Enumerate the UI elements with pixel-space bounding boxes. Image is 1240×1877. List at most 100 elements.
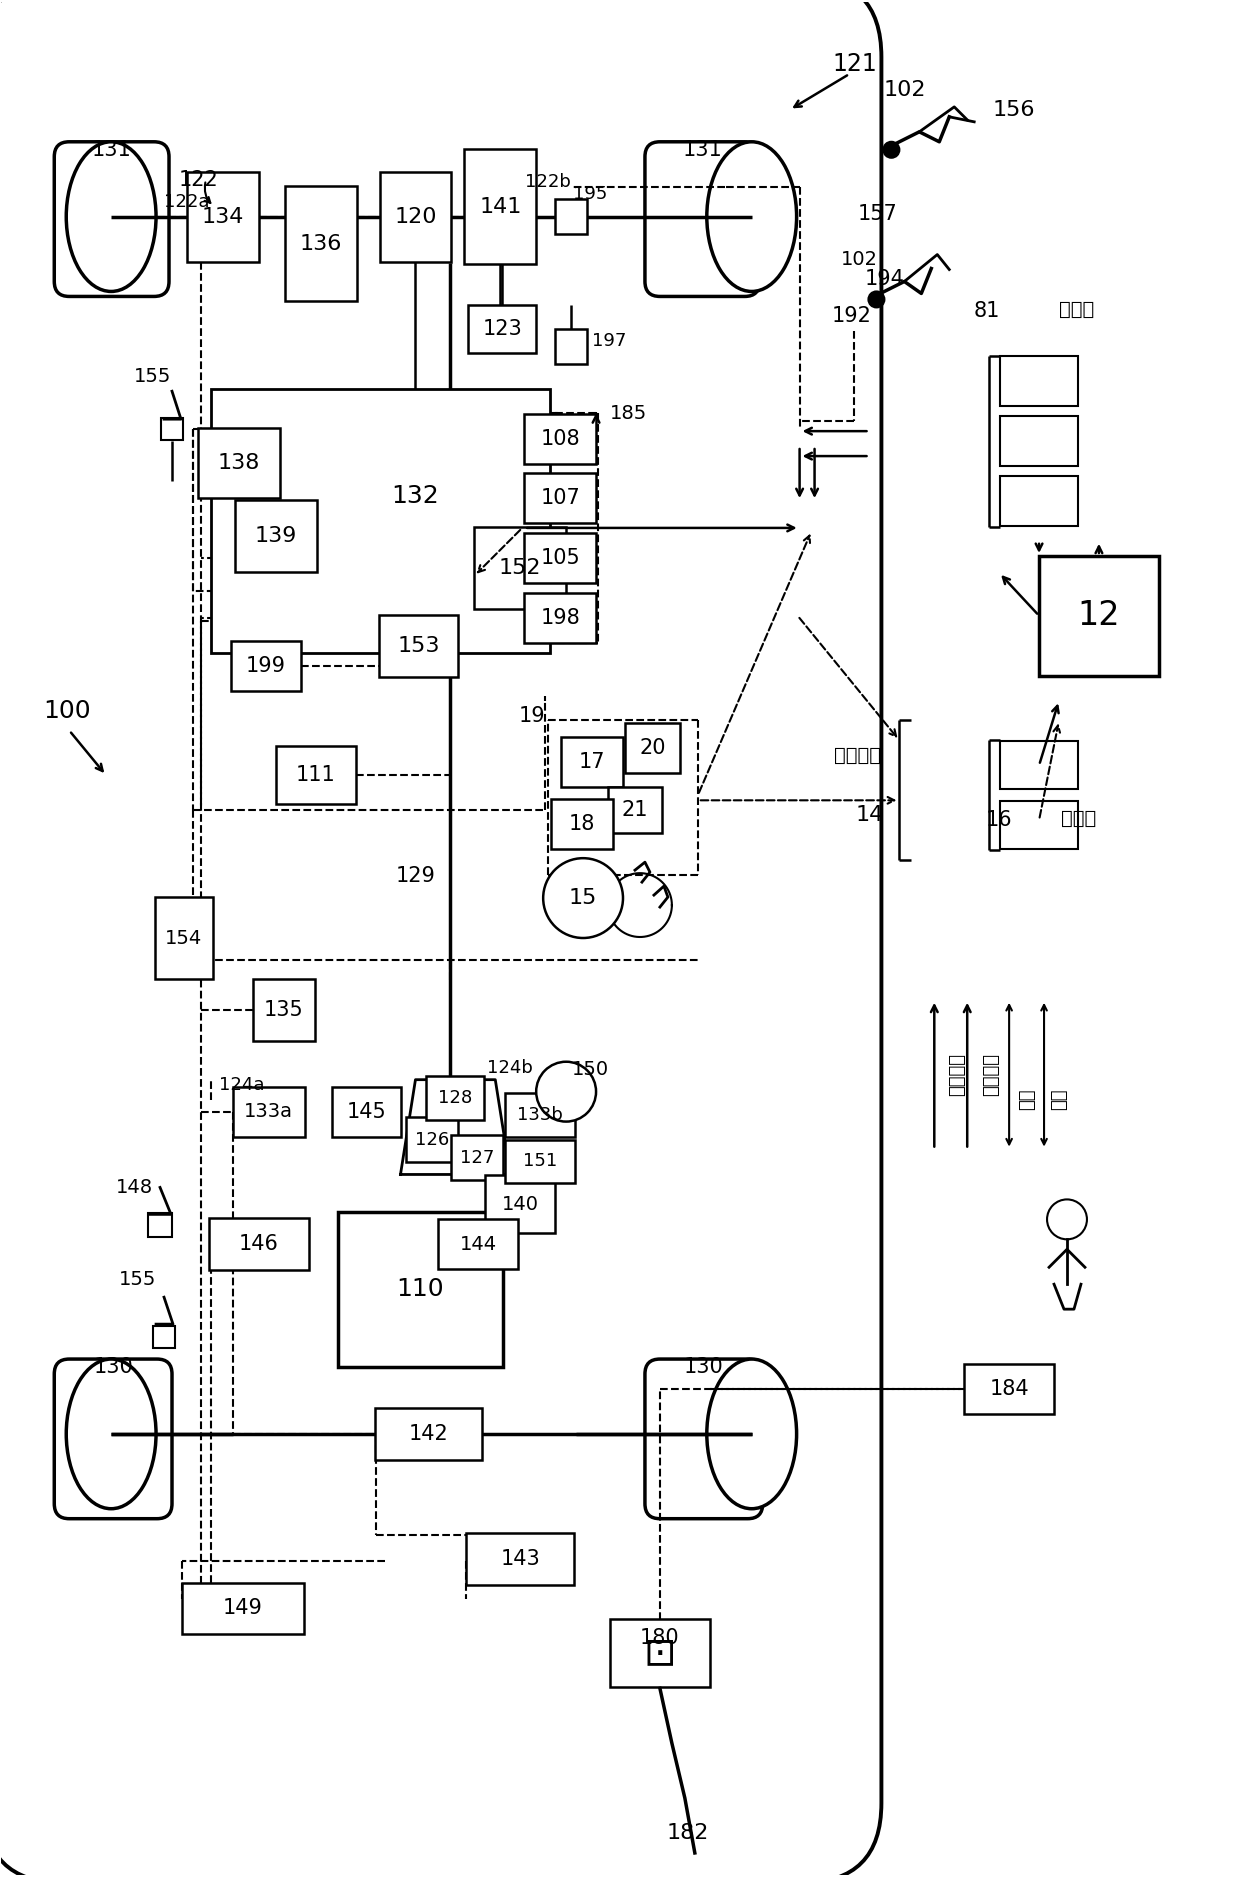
Text: 197: 197 (591, 332, 626, 351)
Text: 150: 150 (572, 1061, 609, 1079)
Text: 15: 15 (569, 888, 598, 908)
Bar (610, 1620, 709, 1687)
Bar (155, 897, 213, 980)
Text: 横向加速: 横向加速 (982, 1053, 1001, 1096)
Text: 141: 141 (479, 197, 522, 216)
Bar (1001, 801, 1078, 848)
Bar (339, 1213, 502, 1366)
Circle shape (543, 858, 622, 938)
Bar (187, 171, 259, 261)
Text: 130: 130 (93, 1357, 133, 1378)
Bar (331, 1087, 402, 1137)
Text: 控制系统: 控制系统 (835, 745, 880, 766)
Bar (475, 527, 567, 608)
Bar (379, 171, 451, 261)
Text: 155: 155 (119, 1269, 156, 1289)
Bar (148, 1213, 172, 1237)
Bar (525, 415, 596, 464)
Bar (161, 419, 184, 439)
Bar (208, 1218, 309, 1271)
Ellipse shape (707, 143, 796, 291)
Bar (285, 186, 357, 300)
Text: 133a: 133a (244, 1102, 294, 1121)
Bar (562, 738, 622, 786)
Text: 110: 110 (397, 1276, 444, 1301)
Circle shape (536, 1062, 596, 1122)
Text: 139: 139 (254, 526, 296, 546)
Bar (427, 1076, 485, 1119)
Text: 21: 21 (621, 800, 649, 820)
Text: 102: 102 (841, 250, 878, 268)
Bar (469, 306, 536, 353)
Text: 122a: 122a (164, 193, 210, 210)
Text: 134: 134 (202, 206, 244, 227)
Text: 107: 107 (541, 488, 580, 509)
Text: 124a: 124a (219, 1076, 264, 1094)
Text: 143: 143 (501, 1549, 541, 1569)
Text: 102: 102 (883, 81, 925, 99)
Text: 184: 184 (990, 1380, 1029, 1398)
FancyBboxPatch shape (55, 1359, 172, 1518)
Bar (231, 640, 301, 691)
Text: 108: 108 (541, 430, 580, 449)
Text: 14: 14 (856, 805, 884, 826)
Text: 17: 17 (579, 753, 605, 773)
Text: 133b: 133b (517, 1106, 563, 1124)
Text: 122: 122 (179, 169, 218, 190)
Bar (1001, 417, 1078, 465)
Text: 140: 140 (502, 1196, 538, 1214)
Text: 127: 127 (460, 1149, 495, 1166)
Bar (1001, 357, 1078, 405)
Bar (505, 1092, 575, 1137)
Circle shape (1047, 1199, 1087, 1239)
Text: 124b: 124b (487, 1059, 533, 1077)
Bar (608, 786, 662, 833)
Text: 18: 18 (569, 815, 595, 833)
Bar (233, 1087, 305, 1137)
Text: 198: 198 (541, 608, 580, 627)
Text: 105: 105 (541, 548, 580, 569)
Text: 传感器: 传感器 (1061, 809, 1096, 828)
Bar (464, 150, 536, 265)
Text: 122b: 122b (526, 173, 572, 191)
FancyBboxPatch shape (0, 0, 882, 1877)
Text: 131: 131 (683, 139, 723, 160)
Bar (275, 747, 356, 805)
Text: 156: 156 (993, 99, 1035, 120)
Text: 154: 154 (165, 929, 202, 948)
Bar (1039, 556, 1159, 676)
Text: 131: 131 (92, 139, 131, 160)
Text: 19: 19 (518, 706, 546, 726)
Bar (378, 616, 459, 676)
Bar (153, 1327, 175, 1348)
Text: 146: 146 (239, 1235, 279, 1254)
Text: 135: 135 (264, 1000, 304, 1019)
Text: 144: 144 (460, 1235, 497, 1254)
Bar (485, 1175, 556, 1233)
Ellipse shape (66, 143, 156, 291)
Bar (505, 1139, 575, 1184)
Bar (211, 389, 551, 653)
Text: 152: 152 (498, 557, 542, 578)
Bar (234, 499, 316, 572)
Text: 致动器: 致动器 (1059, 300, 1094, 319)
Bar (556, 328, 587, 364)
Bar (525, 533, 596, 582)
Text: 111: 111 (296, 766, 336, 785)
Text: 142: 142 (408, 1425, 449, 1443)
Bar (407, 1117, 459, 1162)
Text: 129: 129 (396, 865, 435, 886)
Text: 121: 121 (832, 53, 877, 75)
Bar (253, 980, 315, 1040)
Text: 132: 132 (392, 484, 439, 509)
FancyBboxPatch shape (55, 143, 169, 297)
Text: 20: 20 (640, 738, 666, 758)
Text: 157: 157 (858, 203, 898, 223)
Bar (1001, 477, 1078, 526)
Bar (551, 800, 613, 848)
Text: 120: 120 (394, 206, 436, 227)
Text: 16: 16 (986, 811, 1013, 830)
Bar (525, 593, 596, 642)
Text: 100: 100 (43, 698, 91, 723)
Text: 180: 180 (640, 1629, 680, 1648)
